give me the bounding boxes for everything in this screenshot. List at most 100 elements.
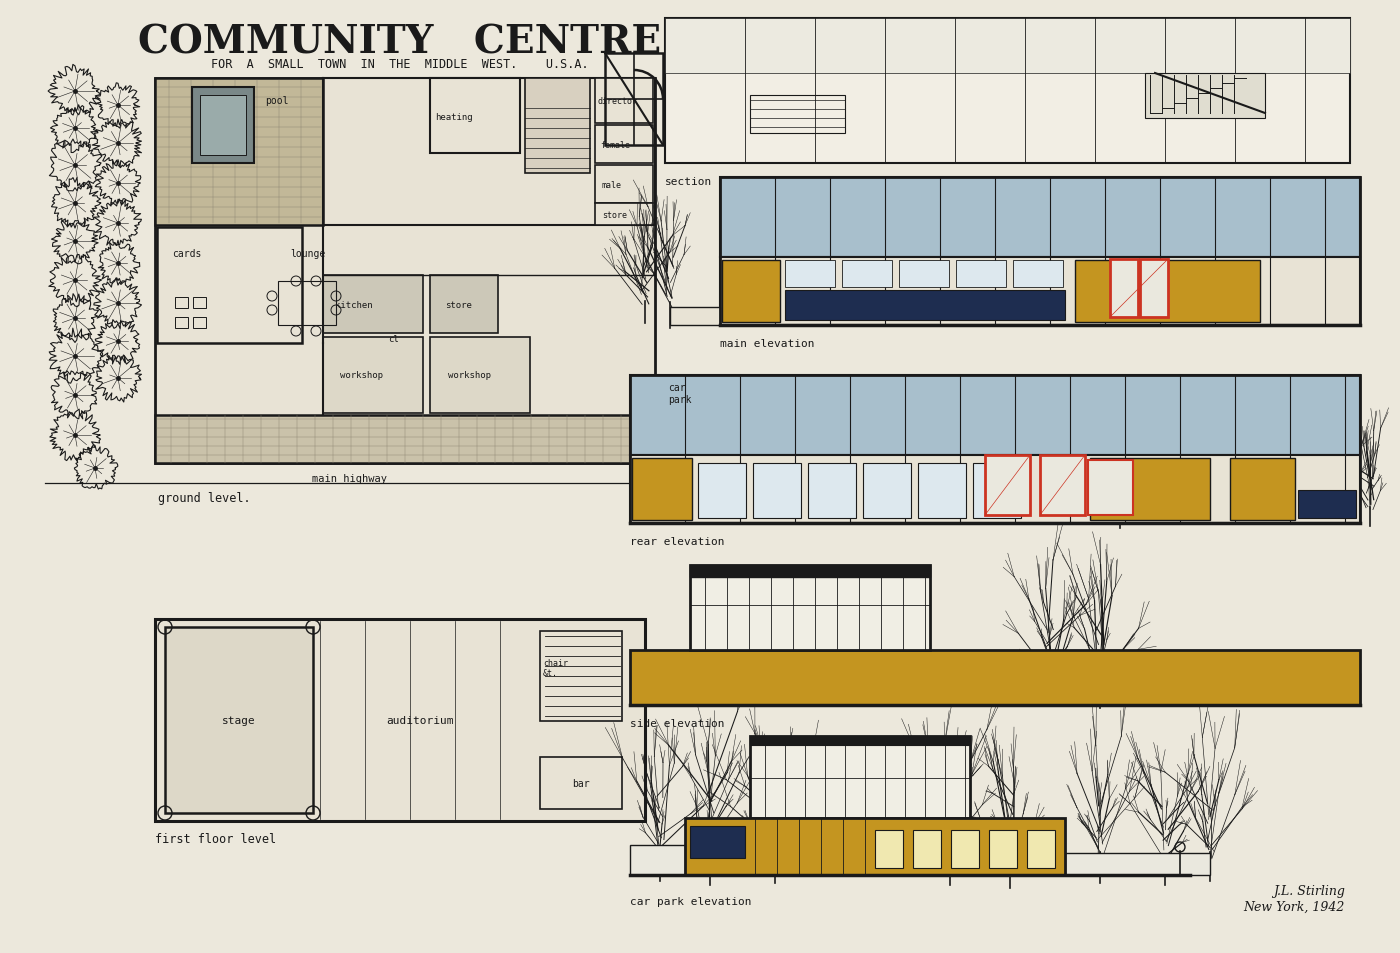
Bar bbox=[631, 458, 692, 520]
Bar bbox=[155, 416, 655, 463]
Bar bbox=[595, 204, 652, 226]
Bar bbox=[918, 463, 966, 518]
Text: workshop: workshop bbox=[448, 371, 491, 380]
Text: New York, 1942: New York, 1942 bbox=[1243, 900, 1345, 913]
Text: side elevation: side elevation bbox=[630, 719, 725, 728]
Bar bbox=[1075, 261, 1260, 323]
Bar bbox=[193, 317, 206, 329]
Bar bbox=[605, 54, 664, 146]
Bar bbox=[720, 178, 1359, 326]
Bar bbox=[785, 291, 1065, 320]
Bar bbox=[1091, 458, 1210, 520]
Bar bbox=[1145, 74, 1266, 119]
Text: bar: bar bbox=[573, 779, 589, 788]
Bar bbox=[630, 845, 685, 875]
Bar bbox=[913, 830, 941, 868]
Text: director: director bbox=[598, 96, 638, 106]
Bar bbox=[720, 257, 1359, 326]
Bar bbox=[595, 166, 652, 204]
Bar bbox=[175, 297, 188, 309]
Bar bbox=[540, 631, 622, 721]
Bar bbox=[785, 261, 834, 288]
Bar bbox=[525, 79, 589, 173]
Bar bbox=[630, 375, 1359, 456]
Text: rear elevation: rear elevation bbox=[630, 537, 725, 546]
Bar bbox=[430, 275, 498, 334]
Bar bbox=[200, 96, 246, 156]
Bar bbox=[1040, 456, 1085, 516]
Text: main elevation: main elevation bbox=[720, 338, 815, 349]
Bar bbox=[665, 19, 1350, 164]
Bar bbox=[192, 88, 253, 164]
Text: male: male bbox=[602, 180, 622, 190]
Bar bbox=[430, 337, 531, 414]
Text: heating: heating bbox=[435, 112, 473, 121]
Bar bbox=[699, 463, 746, 518]
Bar bbox=[750, 737, 970, 818]
Bar bbox=[685, 818, 1065, 875]
Text: cards: cards bbox=[172, 249, 202, 258]
Bar bbox=[1088, 460, 1133, 516]
Bar bbox=[595, 79, 652, 124]
Bar bbox=[986, 456, 1030, 516]
Bar bbox=[175, 317, 188, 329]
Bar bbox=[323, 275, 423, 334]
Text: lounge: lounge bbox=[290, 249, 325, 258]
Text: section: section bbox=[665, 177, 713, 187]
Bar bbox=[540, 758, 622, 809]
Bar bbox=[1110, 260, 1138, 317]
Text: store: store bbox=[445, 300, 472, 309]
Bar bbox=[1014, 261, 1063, 288]
Bar bbox=[595, 126, 652, 164]
Text: main highway: main highway bbox=[312, 474, 388, 483]
Bar bbox=[1028, 830, 1056, 868]
Text: chair: chair bbox=[543, 659, 568, 668]
Bar bbox=[988, 830, 1016, 868]
Bar bbox=[753, 463, 801, 518]
Bar bbox=[155, 79, 655, 463]
Bar bbox=[323, 337, 423, 414]
Text: J.L. Stirling: J.L. Stirling bbox=[1273, 884, 1345, 898]
Bar bbox=[279, 282, 336, 326]
Text: car
park: car park bbox=[668, 383, 692, 404]
Bar bbox=[951, 830, 979, 868]
Bar bbox=[750, 96, 846, 133]
Bar bbox=[973, 463, 1021, 518]
Bar bbox=[930, 673, 1359, 705]
Bar bbox=[630, 650, 1359, 705]
Text: FOR  A  SMALL  TOWN  IN  THE  MIDDLE  WEST.    U.S.A.: FOR A SMALL TOWN IN THE MIDDLE WEST. U.S… bbox=[211, 57, 589, 71]
Text: workshop: workshop bbox=[340, 371, 384, 380]
Text: ground level.: ground level. bbox=[158, 492, 251, 505]
Text: pool: pool bbox=[265, 96, 288, 106]
Bar bbox=[690, 565, 930, 578]
Bar bbox=[956, 261, 1007, 288]
Bar bbox=[430, 79, 519, 153]
Bar bbox=[1298, 491, 1357, 518]
Bar bbox=[193, 297, 206, 309]
Bar bbox=[862, 463, 911, 518]
Text: auditorium: auditorium bbox=[386, 716, 454, 725]
Bar bbox=[808, 463, 855, 518]
Bar bbox=[1065, 853, 1210, 875]
Bar bbox=[875, 830, 903, 868]
Text: cl: cl bbox=[388, 335, 399, 343]
Bar bbox=[630, 375, 1359, 523]
Bar bbox=[750, 737, 970, 745]
Bar bbox=[1140, 260, 1168, 317]
Text: first floor level: first floor level bbox=[155, 833, 276, 845]
Bar bbox=[155, 619, 645, 821]
Text: stage: stage bbox=[223, 716, 256, 725]
Bar bbox=[671, 308, 720, 326]
Bar bbox=[690, 826, 745, 858]
Text: store: store bbox=[602, 211, 627, 219]
Bar bbox=[690, 565, 930, 650]
Bar bbox=[630, 456, 1359, 523]
Bar bbox=[899, 261, 949, 288]
Bar bbox=[155, 79, 323, 226]
Bar bbox=[165, 627, 314, 813]
Bar bbox=[720, 178, 1359, 257]
Text: female: female bbox=[601, 140, 630, 150]
Text: kitchen: kitchen bbox=[335, 300, 372, 309]
Text: &t.: &t. bbox=[543, 669, 559, 678]
Bar bbox=[157, 228, 302, 344]
